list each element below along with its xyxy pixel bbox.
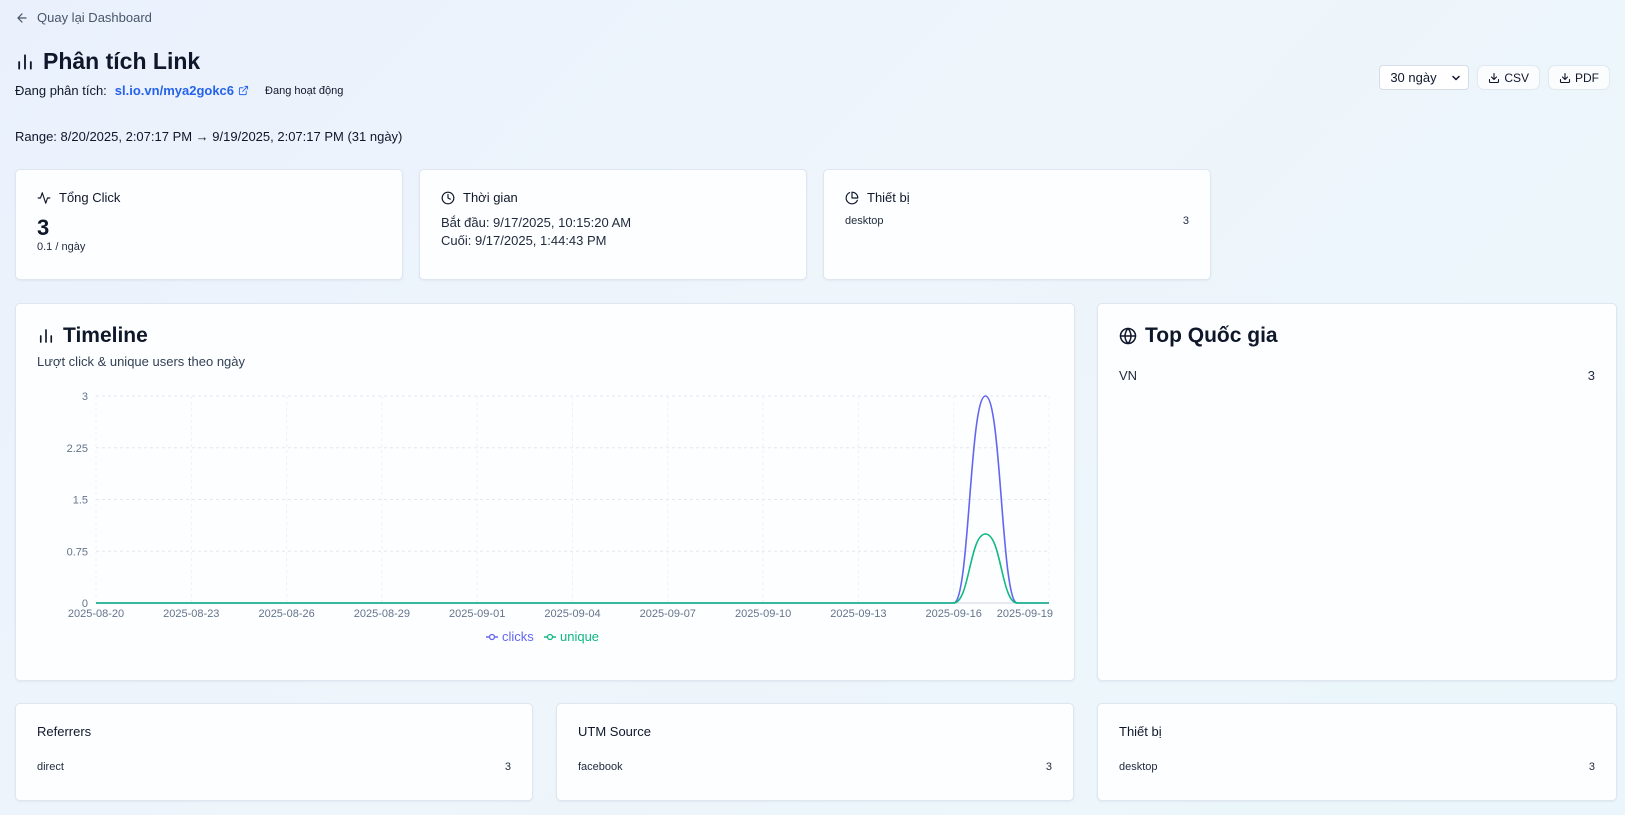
bottom-device-label: desktop [1119,761,1158,773]
x-tick-label: 2025-09-04 [544,608,600,620]
top-countries-card: Top Quốc gia VN 3 [1097,303,1617,681]
activity-icon [37,191,51,204]
list-item: direct 3 [37,761,511,773]
x-tick-label: 2025-09-07 [640,608,696,620]
utm-source-label: facebook [578,761,623,773]
utm-source-title: UTM Source [578,724,651,739]
period-select[interactable]: 30 ngày [1379,65,1470,90]
y-tick-label: 0.75 [67,546,88,558]
export-csv-button[interactable]: CSV [1477,65,1540,90]
page-title: Phân tích Link [43,48,201,74]
utm-source-count: 3 [1045,761,1052,773]
first-click-time: Bắt đầu: 9/17/2025, 10:15:20 AM [441,215,632,230]
x-tick-label: 2025-08-23 [163,608,219,620]
devices-card: Thiết bị desktop 3 [823,169,1211,280]
device-count: 3 [1182,215,1189,227]
globe-icon [1119,327,1137,345]
utm-source-card: UTM Source facebook 3 [556,703,1074,801]
timeline-description: Lượt click & unique users theo ngày [37,354,246,369]
analyzing-label: Đang phân tích: [15,83,107,98]
time-card-title: Thời gian [463,190,518,205]
list-item: VN 3 [1119,368,1595,383]
y-tick-label: 1.5 [73,495,88,507]
referrers-card: Referrers direct 3 [15,703,533,801]
y-tick-label: 3 [82,391,88,403]
clicks-per-day: 0.1 / ngày [37,241,86,253]
status-badge: Đang hoạt động [265,84,344,97]
country-label: VN [1119,368,1138,383]
last-click-time: Cuối: 9/17/2025, 1:44:43 PM [441,233,607,248]
legend-marker-dot [488,633,496,641]
total-clicks-card: Tổng Click 3 0.1 / ngày [15,169,403,280]
list-item: desktop 3 [845,215,1189,227]
legend-label: unique [560,629,599,644]
page-header: Phân tích Link Đang phân tích: sl.io.vn/… [15,48,343,98]
x-tick-label: 2025-09-19 [997,608,1053,620]
timeline-title: Timeline [63,324,148,347]
top-countries-title: Top Quốc gia [1145,324,1278,347]
bottom-device-count: 3 [1588,761,1595,773]
date-range: Range: 8/20/2025, 2:07:17 PM → 9/19/2025… [15,129,403,144]
export-pdf-button[interactable]: PDF [1548,65,1610,90]
timeline-card: Timeline Lượt click & unique users theo … [15,303,1075,681]
country-count: 3 [1587,368,1595,383]
clock-icon [441,191,455,204]
devices-card-title: Thiết bị [867,190,910,205]
period-select-value: 30 ngày [1390,70,1437,85]
bar-chart-icon [39,329,53,343]
x-tick-label: 2025-09-16 [926,608,982,620]
pie-chart-icon [845,191,859,204]
referrer-count: 3 [504,761,511,773]
total-clicks-title: Tổng Click [59,190,121,205]
analyzed-link-text: sl.io.vn/mya2gokc6 [114,83,235,98]
bottom-devices-title: Thiết bị [1119,724,1162,739]
export-pdf-label: PDF [1575,70,1599,85]
time-card: Thời gian Bắt đầu: 9/17/2025, 10:15:20 A… [419,169,807,280]
list-item: facebook 3 [578,761,1052,773]
timeline-chart: 0 0.75 1.5 2.25 3 2025-08-20 2025-08-23 2025-08… [67,391,1053,644]
export-csv-label: CSV [1504,70,1529,85]
total-clicks-value: 3 [37,215,50,240]
legend-label: clicks [502,629,534,644]
chevron-down-icon [1452,75,1461,80]
x-tick-label: 2025-08-29 [354,608,410,620]
x-tick-label: 2025-09-13 [830,608,886,620]
series-line-unique [96,533,1049,604]
y-tick-label: 2.25 [67,443,88,455]
download-icon [1489,72,1500,83]
list-item: desktop 3 [1119,761,1595,773]
x-tick-label: 2025-09-01 [449,608,505,620]
x-tick-label: 2025-09-10 [735,608,791,620]
back-to-dashboard-link[interactable]: Quay lại Dashboard [15,10,152,25]
device-label: desktop [845,215,884,227]
x-tick-label: 2025-08-26 [258,608,314,620]
bar-chart-icon [18,53,32,70]
download-icon [1559,72,1571,83]
referrers-title: Referrers [37,724,92,739]
y-tick-label: 0 [82,598,88,610]
legend-marker-dot [546,633,554,641]
x-tick-label: 2025-08-20 [68,608,124,620]
analyzed-link[interactable]: sl.io.vn/mya2gokc6 [115,83,249,98]
back-link-label: Quay lại Dashboard [37,10,152,25]
header-controls: 30 ngày CSV PDF [1379,65,1610,90]
referrer-label: direct [37,761,64,773]
bottom-devices-card: Thiết bị desktop 3 [1097,703,1617,801]
arrow-left-icon [17,12,27,23]
external-link-icon [238,85,249,96]
